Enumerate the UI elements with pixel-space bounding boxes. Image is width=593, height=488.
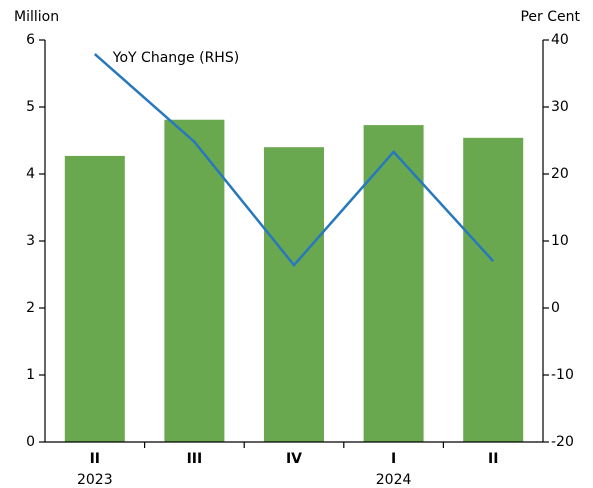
line [93, 53, 495, 268]
x-year-label: 2023 [77, 472, 113, 488]
y2-tick-label: -20 [551, 434, 574, 450]
x-tick-label: III [187, 451, 203, 467]
y-tick-label: 0 [26, 434, 35, 450]
y-tick-label: 2 [26, 300, 35, 316]
x-year-label: 2024 [376, 472, 412, 488]
bar [264, 147, 324, 442]
bar [363, 125, 424, 442]
bar [64, 155, 125, 442]
y2-tick-label: 40 [551, 32, 569, 48]
y-tick-label: 3 [26, 233, 35, 249]
y2-tick-label: 10 [551, 233, 569, 249]
bar [463, 137, 524, 442]
y-axis-label: Million [14, 9, 59, 25]
y-tick-label: 4 [26, 166, 35, 182]
y-tick-label: 1 [26, 367, 35, 383]
x-tick-label: II [90, 451, 100, 467]
bar [164, 119, 225, 442]
y-tick-label: 5 [26, 99, 35, 115]
x-tick-label: I [391, 451, 396, 467]
y2-axis-label: Per Cent [520, 9, 580, 25]
x-tick-label: II [488, 451, 498, 467]
y-tick-label: 6 [26, 32, 35, 48]
line-label: YoY Change (RHS) [112, 50, 239, 66]
y2-tick-label: -10 [551, 367, 574, 383]
y2-tick-label: 30 [551, 99, 569, 115]
y2-tick-label: 0 [551, 300, 560, 316]
y2-tick-label: 20 [551, 166, 569, 182]
x-tick-label: IV [286, 451, 302, 467]
